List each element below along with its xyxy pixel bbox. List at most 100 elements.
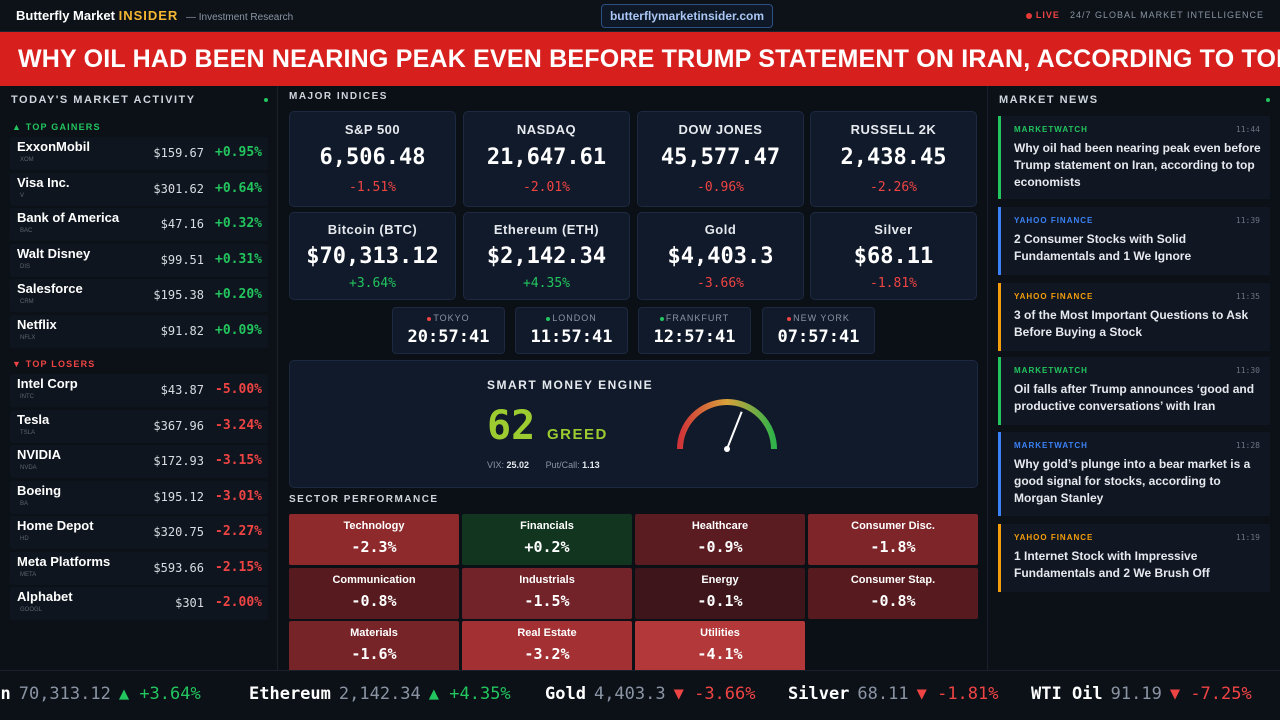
index-label: Silver	[874, 222, 913, 237]
headline-text: WHY OIL HAD BEEN NEARING PEAK EVEN BEFOR…	[18, 45, 1280, 73]
putcall-value: 1.13	[582, 460, 600, 470]
stock-price: $320.75	[153, 525, 204, 539]
stock-price: $159.67	[153, 146, 204, 160]
sector-name: Communication	[332, 573, 416, 586]
news-item[interactable]: YAHOO FINANCE 11:19 1 Internet Stock with …	[998, 524, 1270, 592]
breaking-headline-banner[interactable]: WHY OIL HAD BEEN NEARING PEAK EVEN BEFOR…	[0, 32, 1280, 86]
stock-name: Salesforce	[17, 281, 83, 296]
market-activity-panel: TODAY'S MARKET ACTIVITY ▲ TOP GAINERS ▼ …	[0, 86, 278, 670]
sector-tile[interactable]: Healthcare -0.9%	[635, 514, 805, 565]
stock-row[interactable]: Bank of America BAC $47.16 +0.32%	[10, 208, 268, 241]
ticker-item[interactable]: oin 70,313.12 ▲ +3.64%	[0, 684, 201, 704]
index-card[interactable]: S&P 500 6,506.48 -1.51%	[289, 111, 456, 207]
brand-logo[interactable]: Butterfly Market INSIDER — Investment Re…	[16, 8, 293, 23]
stock-ticker: V	[20, 192, 25, 199]
stock-change: +0.32%	[215, 216, 262, 231]
sector-change: -1.8%	[870, 538, 916, 556]
clock-city-label: FRANKFURT	[665, 313, 730, 323]
stock-change: -2.27%	[215, 524, 262, 539]
ticker-change: ▼ -1.81%	[916, 684, 999, 704]
news-item[interactable]: YAHOO FINANCE 11:39 2 Consumer Stocks with…	[998, 207, 1270, 275]
news-item[interactable]: MARKETWATCH 11:44 Why oil had been nearing…	[998, 116, 1270, 199]
index-change: -2.26%	[870, 180, 917, 195]
stock-row[interactable]: Salesforce CRM $195.38 +0.20%	[10, 279, 268, 312]
stock-row[interactable]: NVIDIA NVDA $172.93 -3.15%	[10, 445, 268, 478]
ticker-name: oin	[0, 684, 11, 704]
stock-change: +0.20%	[215, 287, 262, 302]
sector-change: -0.8%	[870, 591, 916, 610]
news-headline: Why gold’s plunge into a bear market is …	[1014, 457, 1251, 505]
stock-name: NVIDIA	[17, 447, 62, 462]
stock-row[interactable]: Meta Platforms META $593.66 -2.15%	[10, 551, 268, 585]
stock-row[interactable]: Alphabet GOOGL $301 -2.00%	[10, 587, 268, 620]
stock-row[interactable]: ExxonMobil XOM $159.67 +0.95%	[10, 137, 268, 170]
index-card[interactable]: Bitcoin (BTC) $70,313.12 +3.64%	[289, 212, 456, 300]
ticker-item[interactable]: Ethereum 2,142.34 ▲ +4.35%	[249, 684, 511, 704]
news-item[interactable]: YAHOO FINANCE 11:35 3 of the Most Importan…	[998, 283, 1270, 351]
index-card[interactable]: NASDAQ 21,647.61 -2.01%	[463, 111, 630, 207]
index-card[interactable]: RUSSELL 2K 2,438.45 -2.26%	[810, 111, 977, 207]
index-card[interactable]: Gold $4,403.3 -3.66%	[637, 212, 804, 300]
ticker-item[interactable]: WTI Oil 91.19 ▼ -7.25%	[1031, 684, 1252, 704]
stock-row[interactable]: Home Depot HD $320.75 -2.27%	[10, 516, 268, 549]
stock-row[interactable]: Visa Inc. V $301.62 +0.64%	[10, 172, 268, 206]
stock-ticker: META	[20, 571, 37, 578]
market-activity-title: TODAY'S MARKET ACTIVITY	[11, 94, 196, 106]
stock-ticker: INTC	[20, 394, 34, 400]
sector-name: Healthcare	[691, 520, 749, 532]
clock-time: 11:57:41	[530, 327, 613, 347]
index-card[interactable]: Ethereum (ETH) $2,142.34 +4.35%	[463, 212, 630, 300]
index-label: NASDAQ	[516, 122, 577, 137]
index-change: -1.81%	[870, 276, 917, 291]
sector-tile[interactable]: Utilities -4.1%	[635, 621, 805, 672]
stock-row[interactable]: Tesla TSLA $367.96 -3.24%	[10, 409, 268, 443]
news-time: 11:35	[1235, 292, 1260, 301]
stock-price: $47.16	[160, 217, 204, 231]
stock-price: $195.12	[153, 489, 204, 504]
ticker-name: Ethereum	[249, 684, 331, 704]
ticker-item[interactable]: Gold 4,403.3 ▼ -3.66%	[545, 684, 756, 704]
vix-label: VIX:	[487, 460, 505, 470]
index-card[interactable]: Silver $68.11 -1.81%	[810, 212, 977, 300]
news-item[interactable]: MARKETWATCH 11:30 Oil falls after Trump an…	[998, 357, 1270, 425]
sector-name: Real Estate	[517, 627, 577, 639]
stock-price: $301.62	[153, 181, 204, 196]
stock-row[interactable]: Boeing BA $195.12 -3.01%	[10, 480, 268, 514]
sector-tile[interactable]: Financials +0.2%	[462, 514, 632, 565]
market-status-dot-icon	[546, 316, 551, 321]
world-clock-tokyo: TOKYO 20:57:41	[392, 307, 505, 354]
live-label: LIVE	[1035, 10, 1060, 20]
ticker-change: ▼ -7.25%	[1169, 684, 1252, 704]
sector-tile[interactable]: Technology -2.3%	[289, 514, 459, 565]
index-card[interactable]: DOW JONES 45,577.47 -0.96%	[637, 111, 804, 207]
sector-tile[interactable]: Consumer Stap. -0.8%	[808, 567, 978, 619]
stock-ticker: TSLA	[20, 429, 36, 436]
sector-tile[interactable]: Industrials -1.5%	[462, 567, 632, 619]
stock-row[interactable]: Intel Corp INTC $43.87 -5.00%	[10, 374, 268, 407]
ticker-change: ▲ +4.35%	[428, 684, 511, 704]
clock-city: FRANKFURT	[639, 313, 750, 323]
stock-row[interactable]: Walt Disney DIS $99.51 +0.31%	[10, 243, 268, 277]
live-tagline: 24/7 GLOBAL MARKET INTELLIGENCE	[1069, 10, 1264, 20]
status-dot-icon	[264, 98, 268, 102]
sector-tile[interactable]: Real Estate -3.2%	[462, 621, 632, 672]
ticker-item[interactable]: Silver 68.11 ▼ -1.81%	[788, 684, 999, 704]
brand-main: Butterfly Market	[16, 8, 115, 23]
news-source: MARKETWATCH	[1014, 441, 1088, 450]
vix-value: 25.02	[506, 460, 530, 470]
stock-price: $367.96	[153, 418, 204, 433]
sector-tile[interactable]: Communication -0.8%	[289, 567, 459, 619]
stock-ticker: BA	[20, 500, 29, 507]
top-losers-label: ▼ TOP LOSERS	[12, 359, 96, 369]
ticker-name: Gold	[545, 684, 586, 704]
index-label: RUSSELL 2K	[850, 122, 937, 137]
sector-tile[interactable]: Materials -1.6%	[289, 621, 459, 672]
site-url[interactable]: butterflymarketinsider.com	[601, 4, 773, 28]
putcall-label: Put/Call:	[545, 460, 580, 470]
sector-tile[interactable]: Consumer Disc. -1.8%	[808, 514, 978, 565]
clock-time: 07:57:41	[777, 327, 860, 347]
news-item[interactable]: MARKETWATCH 11:28 Why gold’s plunge into a…	[998, 432, 1270, 516]
sector-tile[interactable]: Energy -0.1%	[635, 567, 805, 619]
stock-row[interactable]: Netflix NFLX $91.82 +0.09%	[10, 314, 268, 348]
index-label: S&P 500	[344, 122, 401, 137]
